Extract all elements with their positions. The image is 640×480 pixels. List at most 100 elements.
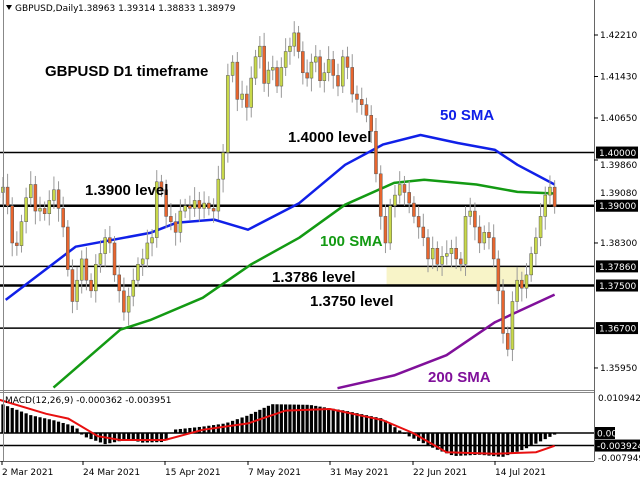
- macd-histogram-bar: [534, 433, 538, 444]
- bearish-candle: [10, 205, 14, 244]
- bullish-candle: [103, 237, 107, 254]
- macd-zero-tag: 0.00: [597, 430, 617, 440]
- bullish-candle: [388, 205, 392, 244]
- bearish-candle: [112, 242, 117, 276]
- bullish-candle: [249, 77, 253, 108]
- macd-label: MACD(12,26,9) -0.000362 -0.003951: [5, 396, 171, 406]
- bearish-candle: [350, 67, 354, 95]
- macd-histogram-bar: [262, 407, 266, 433]
- macd-histogram-bar: [178, 428, 182, 433]
- chart-annotation: 50 SMA: [440, 107, 494, 124]
- macd-histogram-bar: [305, 404, 309, 433]
- bearish-candle: [235, 61, 240, 100]
- bearish-candle: [421, 226, 426, 238]
- macd-histogram-bar: [449, 433, 454, 456]
- bullish-candle: [202, 202, 206, 209]
- sma200-line: [337, 293, 556, 390]
- macd-histogram-bar: [84, 433, 88, 438]
- bearish-candle: [412, 202, 416, 217]
- bearish-candle: [5, 186, 10, 206]
- support-zone: [386, 266, 525, 286]
- price-tick-label: 1.35950: [600, 364, 637, 374]
- macd-histogram-bar: [258, 409, 262, 433]
- macd-histogram-bar: [412, 433, 416, 439]
- macd-histogram-bar: [496, 433, 500, 457]
- macd-histogram-bar: [253, 411, 258, 433]
- macd-histogram-bar: [482, 433, 486, 456]
- bearish-candle: [56, 189, 61, 209]
- bullish-candle: [75, 279, 79, 302]
- bullish-candle: [192, 200, 197, 209]
- macd-histogram-bar: [501, 433, 505, 457]
- bearish-candle: [42, 208, 47, 214]
- bearish-candle: [33, 184, 38, 212]
- bearish-candle: [336, 75, 340, 87]
- price-tick-label: 1.38300: [600, 239, 637, 249]
- macd-histogram-bar: [322, 407, 326, 433]
- macd-histogram-bar: [24, 413, 28, 433]
- macd-histogram-bar: [435, 433, 439, 450]
- macd-histogram-bar: [445, 433, 449, 454]
- bullish-candle: [283, 51, 288, 68]
- bullish-candle: [230, 61, 235, 76]
- macd-histogram-bar: [122, 433, 126, 441]
- collapse-triangle-icon[interactable]: [6, 5, 12, 10]
- bearish-candle: [211, 208, 216, 212]
- bullish-candle: [538, 216, 543, 238]
- macd-histogram-bar: [155, 433, 159, 443]
- bearish-candle: [61, 208, 65, 228]
- macd-histogram-bar: [553, 433, 557, 435]
- bearish-candle: [416, 216, 421, 228]
- bullish-candle: [534, 237, 538, 254]
- macd-histogram-bar: [288, 404, 292, 433]
- macd-histogram-bar: [103, 433, 107, 445]
- chart-annotation: GBPUSD D1 timeframe: [45, 63, 208, 80]
- macd-histogram-bar: [10, 407, 14, 433]
- bearish-candle: [207, 202, 211, 209]
- date-tick-label: 7 May 2021: [248, 468, 301, 478]
- macd-histogram-bar: [331, 408, 335, 433]
- date-tick-label: 24 Mar 2021: [83, 468, 140, 478]
- chart-annotation: 200 SMA: [428, 369, 491, 386]
- bullish-candle: [79, 258, 84, 281]
- bullish-candle: [136, 263, 140, 281]
- bullish-candle: [183, 205, 187, 212]
- macd-histogram-bar: [52, 420, 56, 433]
- bearish-candle: [364, 104, 369, 116]
- bullish-candle: [393, 194, 397, 206]
- bullish-candle: [178, 210, 183, 233]
- bullish-candle: [430, 248, 435, 260]
- macd-histogram-bar: [360, 414, 364, 433]
- bearish-candle: [505, 333, 510, 350]
- macd-histogram-bar: [454, 433, 458, 456]
- bullish-candle: [279, 67, 284, 87]
- macd-histogram-bar: [29, 415, 33, 433]
- macd-histogram-bar: [38, 417, 42, 433]
- macd-histogram-bar: [266, 405, 271, 433]
- sma100-line: [52, 178, 555, 389]
- bullish-candle: [145, 242, 150, 260]
- chart-annotation: 1.3750 level: [310, 293, 393, 310]
- bearish-candle: [487, 232, 491, 238]
- macd-histogram-bar: [548, 433, 552, 437]
- macd-histogram-bar: [136, 433, 140, 442]
- bullish-candle: [226, 75, 230, 153]
- macd-histogram-bar: [279, 404, 283, 433]
- bearish-candle: [378, 173, 383, 217]
- bullish-candle: [529, 253, 533, 276]
- bullish-candle: [524, 274, 529, 289]
- bearish-candle: [159, 181, 164, 191]
- macd-histogram-bar: [379, 418, 383, 433]
- bullish-candle: [292, 32, 296, 47]
- macd-histogram-bar: [318, 406, 322, 433]
- bearish-candle: [117, 274, 121, 292]
- date-tick-label: 14 Jul 2021: [495, 468, 546, 478]
- macd-histogram-bar: [492, 433, 496, 457]
- macd-histogram-bar: [188, 427, 192, 433]
- macd-histogram-bar: [249, 413, 253, 433]
- macd-histogram-bar: [15, 409, 19, 433]
- sma50-line: [4, 133, 556, 301]
- macd-histogram-bar: [383, 420, 388, 433]
- bearish-candle: [15, 242, 19, 246]
